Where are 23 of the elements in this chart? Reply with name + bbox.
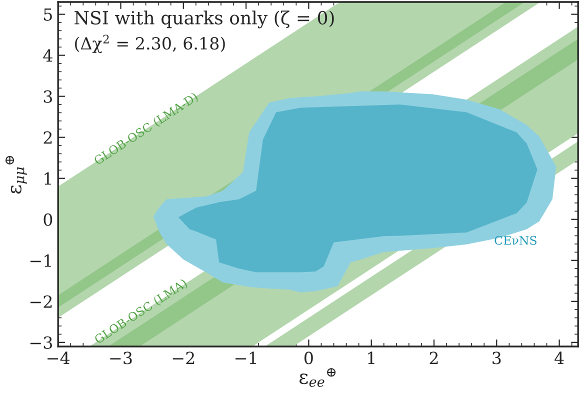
- x-tick-label: 4: [554, 352, 564, 364]
- y-tick-label: 0: [44, 213, 52, 226]
- x-axis-title: ε$_{ee}$$^{⊕}$: [300, 368, 336, 387]
- y-tick-label: 4: [43, 49, 52, 62]
- x-tick-label: −1: [236, 352, 256, 364]
- y-tick-label: 2: [44, 131, 52, 144]
- x-tick-label: 2: [430, 352, 438, 364]
- y-tick-label: −3: [30, 336, 52, 349]
- y-tick-label: −2: [30, 295, 52, 308]
- y-tick-label: 5: [44, 8, 52, 21]
- x-tick-label: 0: [304, 352, 313, 364]
- series-label: CEνNS: [494, 236, 536, 245]
- x-tick-label: −3: [110, 352, 132, 364]
- y-axis-title: ε$_{μμ}$$^{⊕}$: [6, 156, 27, 194]
- chart-title: NSI with quarks only (ζ = 0): [74, 10, 334, 28]
- x-tick-label: −4: [48, 352, 70, 364]
- y-tick-label: −1: [30, 254, 51, 267]
- x-tick-label: 1: [368, 352, 374, 364]
- y-tick-label: 3: [44, 90, 52, 103]
- y-tick-label: 1: [44, 172, 51, 185]
- text: (Δχ$^{2}$ = 2.30, 6.18): [75, 34, 225, 54]
- x-tick-label: −2: [172, 352, 194, 364]
- x-tick-label: 3: [492, 352, 501, 364]
